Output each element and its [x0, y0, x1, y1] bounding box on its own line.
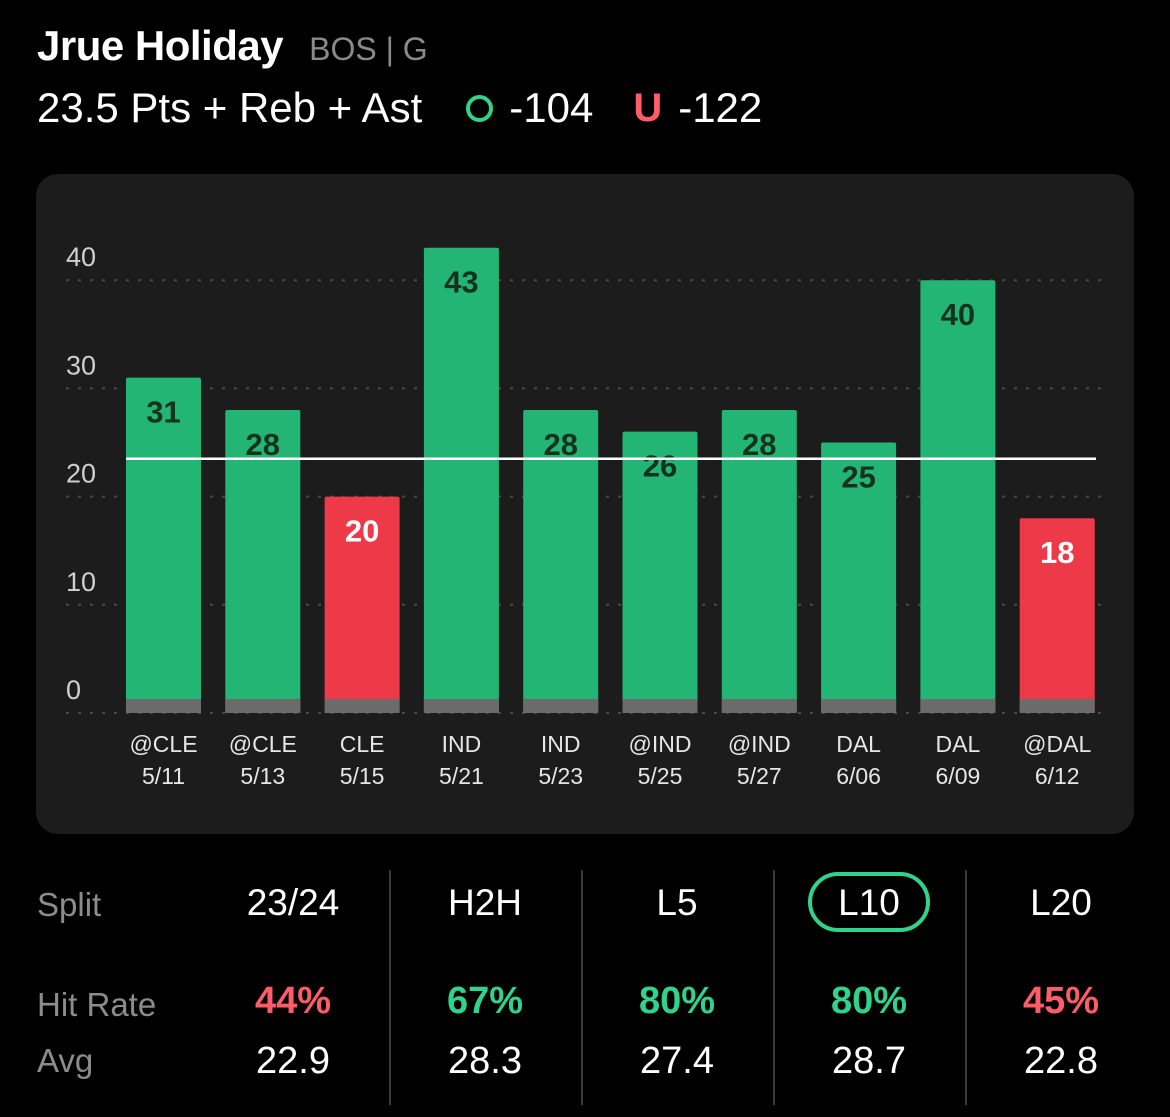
x-opponent-label: CLE [340, 731, 385, 757]
bar-value-label: 26 [643, 449, 677, 484]
y-tick-label: 10 [66, 567, 96, 597]
bar-base [920, 699, 996, 713]
bar-value-label: 18 [1040, 535, 1074, 570]
bar-base [225, 699, 301, 713]
player-name: Jrue Holiday [37, 22, 284, 69]
bar-value-label: 28 [742, 427, 776, 462]
bar-base [721, 699, 797, 713]
y-tick-label: 30 [66, 350, 96, 380]
x-date-label: 5/27 [737, 763, 782, 789]
avg-value: 28.7 [832, 1040, 906, 1082]
bar-8 [821, 442, 897, 713]
hit-rate-value: 67% [446, 980, 524, 1022]
x-date-label: 6/09 [936, 763, 981, 789]
avg-value: 27.4 [640, 1040, 714, 1082]
x-date-label: 6/12 [1035, 763, 1080, 789]
avg-row-label: Avg [37, 1042, 94, 1079]
bar-base [523, 699, 599, 713]
bar-chart-svg: 0 10 20 30 40 31 @CLE 5/11 28 @CLE 5/13 20 CLE 5/15 43… [66, 242, 1104, 789]
x-date-label: 5/21 [439, 763, 484, 789]
over-odds[interactable]: -104 [509, 84, 594, 131]
x-opponent-label: @IND [728, 731, 791, 757]
prop-line: 23.5 Pts + Reb + Ast [37, 84, 423, 131]
avg-value: 22.8 [1024, 1040, 1098, 1082]
x-date-label: 6/06 [836, 763, 881, 789]
bar-value-label: 28 [543, 427, 577, 462]
x-date-label: 5/11 [142, 763, 185, 789]
split-tab-l5[interactable]: L5 [656, 882, 698, 923]
bar-base [1019, 699, 1095, 713]
x-opponent-label: @IND [629, 731, 692, 757]
x-opponent-label: IND [442, 731, 482, 757]
game-log-chart: 0 10 20 30 40 31 @CLE 5/11 28 @CLE 5/13 20 CLE 5/15 43… [36, 174, 1134, 834]
bar-base [126, 699, 201, 713]
bar-value-label: 25 [841, 460, 875, 495]
bar-base [324, 699, 400, 713]
y-tick-label: 20 [66, 459, 96, 489]
x-opponent-label: IND [541, 731, 581, 757]
over-circle-icon [466, 94, 494, 122]
column-divider [581, 870, 583, 1105]
column-divider [389, 870, 391, 1105]
split-tab-2324[interactable]: 23/24 [246, 882, 340, 923]
bar-value-label: 40 [941, 297, 975, 332]
bar-1 [126, 377, 201, 713]
avg-value: 22.9 [256, 1040, 330, 1082]
splits-table: Split Hit Rate Avg 23/24 44% 22.9 H2H 67% 28.… [0, 860, 1170, 1117]
x-date-label: 5/23 [538, 763, 583, 789]
avg-value: 28.3 [448, 1040, 522, 1082]
split-tab-l20[interactable]: L20 [1030, 882, 1092, 923]
player-header: Jrue Holiday BOS | G 23.5 Pts + Reb + As… [37, 22, 762, 132]
bar-4 [423, 247, 499, 713]
bar-base [622, 699, 698, 713]
under-odds[interactable]: -122 [678, 84, 763, 131]
bar-5 [523, 410, 599, 713]
bar-7 [721, 410, 797, 713]
x-opponent-label: @DAL [1023, 731, 1091, 757]
x-date-label: 5/13 [240, 763, 285, 789]
bar-value-label: 43 [444, 265, 478, 300]
column-divider [773, 870, 775, 1105]
prop-row: 23.5 Pts + Reb + Ast -104 U -122 [37, 84, 762, 132]
team-position: BOS | G [309, 31, 428, 67]
hit-rate-row-label: Hit Rate [37, 986, 157, 1023]
bar-value-label: 31 [146, 395, 180, 430]
bar-9 [920, 280, 996, 713]
x-opponent-label: DAL [836, 731, 881, 757]
bar-base [423, 699, 499, 713]
bar-6 [622, 431, 698, 713]
split-tab-l10[interactable]: L10 [838, 882, 900, 923]
y-tick-label: 40 [66, 242, 96, 272]
x-date-label: 5/15 [340, 763, 385, 789]
bar-2 [225, 410, 301, 713]
column-divider [965, 870, 967, 1105]
hit-rate-value: 44% [254, 980, 332, 1022]
hit-rate-value: 80% [830, 980, 908, 1022]
bar-value-label: 28 [246, 427, 280, 462]
split-tab-h2h[interactable]: H2H [447, 882, 523, 923]
bar-3 [324, 496, 400, 713]
bar-base [821, 699, 897, 713]
split-row-label: Split [37, 886, 102, 923]
bar-value-label: 20 [345, 514, 379, 549]
x-date-label: 5/25 [638, 763, 683, 789]
y-tick-label: 0 [66, 675, 81, 705]
hit-rate-value: 80% [638, 980, 716, 1022]
x-opponent-label: @CLE [229, 731, 297, 757]
selected-split-pill[interactable] [808, 872, 930, 932]
under-u-icon: U [633, 85, 663, 130]
hit-rate-value: 45% [1022, 980, 1100, 1022]
x-opponent-label: @CLE [129, 731, 197, 757]
x-opponent-label: DAL [936, 731, 981, 757]
bar-10 [1019, 518, 1095, 713]
name-row: Jrue Holiday BOS | G [37, 22, 762, 70]
